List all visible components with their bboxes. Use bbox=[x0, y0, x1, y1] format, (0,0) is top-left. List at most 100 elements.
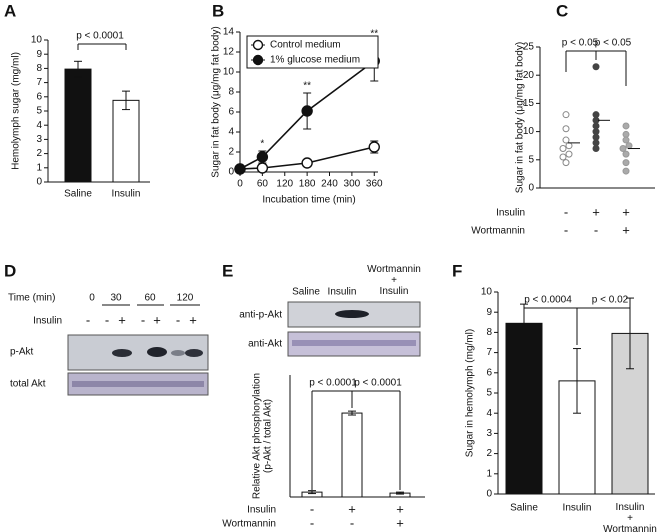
blot-band bbox=[147, 347, 167, 357]
point bbox=[301, 105, 313, 117]
treatment-sign: - bbox=[310, 501, 314, 516]
legend-label: Control medium bbox=[270, 40, 341, 51]
point bbox=[256, 162, 269, 174]
treatment-sign: + bbox=[153, 312, 161, 327]
treatment-label: Insulin bbox=[496, 208, 525, 219]
point bbox=[622, 159, 630, 167]
lane-label: Saline bbox=[292, 287, 320, 298]
legend-label: 1% glucose medium bbox=[270, 55, 360, 66]
y-tick-label: 6 bbox=[486, 367, 492, 378]
y-axis-label: Sugar in fat body (μg/mg fat body) bbox=[515, 42, 526, 193]
lane-label: Insulin bbox=[328, 287, 357, 298]
x-tick-label: Insulin bbox=[112, 189, 141, 200]
treatment-sign: - bbox=[176, 312, 180, 327]
lane-label: Wortmannin + Insulin bbox=[367, 264, 421, 297]
y-tick-label: 0 bbox=[228, 167, 234, 178]
y-tick-label: 2 bbox=[486, 448, 492, 459]
point bbox=[592, 122, 600, 130]
point bbox=[562, 136, 570, 144]
significance: ** bbox=[370, 29, 378, 40]
treatment-sign: + bbox=[396, 501, 404, 516]
point bbox=[368, 141, 380, 153]
point bbox=[565, 150, 573, 158]
legend-box bbox=[246, 35, 379, 69]
point bbox=[592, 139, 600, 147]
treatment-sign: + bbox=[348, 501, 356, 516]
y-tick-label: 8 bbox=[228, 87, 234, 98]
x-tick-label: 360 bbox=[366, 179, 383, 190]
point bbox=[622, 122, 630, 130]
panel-letter: E bbox=[222, 261, 233, 280]
y-tick-label: 0 bbox=[36, 177, 42, 188]
point bbox=[592, 133, 600, 141]
treatment-sign: - bbox=[310, 515, 314, 530]
y-tick-label: 5 bbox=[486, 388, 492, 399]
y-tick-label: 10 bbox=[223, 67, 235, 78]
y-tick-label: 3 bbox=[486, 428, 492, 439]
y-tick-label: 9 bbox=[36, 49, 42, 60]
blot-d-images bbox=[67, 304, 209, 396]
point bbox=[562, 111, 570, 119]
treatment-label: Wortmannin bbox=[471, 226, 525, 237]
annotation: p < 0.05 bbox=[562, 38, 599, 49]
bar bbox=[112, 99, 140, 183]
y-tick-label: 15 bbox=[523, 98, 535, 109]
point bbox=[622, 136, 630, 144]
point bbox=[622, 167, 630, 175]
blot-row-label: anti-p-Akt bbox=[239, 310, 282, 321]
y-tick-label: 10 bbox=[481, 287, 493, 298]
panel-letter: D bbox=[4, 261, 16, 280]
treatment-sign: - bbox=[594, 222, 598, 237]
panel-letter: B bbox=[212, 1, 224, 20]
treatment-sign: - bbox=[141, 312, 145, 327]
y-tick-label: 2 bbox=[228, 147, 234, 158]
point bbox=[619, 145, 627, 153]
y-tick-label: 6 bbox=[228, 107, 234, 118]
panel-letter: A bbox=[4, 1, 16, 20]
y-tick-label: 9 bbox=[486, 307, 492, 318]
x-tick-label: 0 bbox=[237, 179, 243, 190]
treatment-label: Insulin bbox=[247, 505, 276, 516]
treatment-sign: + bbox=[189, 312, 197, 327]
x-tick-label: Insulin bbox=[563, 503, 592, 514]
treatment-sign: - bbox=[105, 312, 109, 327]
y-axis-label: Sugar in hemolymph (mg/ml) bbox=[465, 329, 476, 457]
y-tick-label: 25 bbox=[523, 42, 535, 53]
x-tick-label: Saline bbox=[64, 189, 92, 200]
time-value: 120 bbox=[177, 293, 194, 304]
y-tick-label: 8 bbox=[486, 327, 492, 338]
x-tick-label: 60 bbox=[257, 179, 269, 190]
blot-row-label: anti-Akt bbox=[248, 339, 282, 350]
point bbox=[622, 130, 630, 138]
y-tick-label: 4 bbox=[228, 127, 234, 138]
bar bbox=[341, 412, 363, 498]
bar bbox=[505, 322, 543, 495]
y-tick-label: 14 bbox=[223, 27, 235, 38]
y-tick-label: 0 bbox=[486, 489, 492, 500]
point bbox=[301, 157, 313, 169]
y-tick-label: 5 bbox=[36, 106, 42, 117]
annotation: p < 0.0004 bbox=[524, 295, 572, 306]
y-axis-label: Sugar in fat body (μg/mg fat body) bbox=[211, 26, 222, 177]
blot-band bbox=[292, 340, 416, 346]
treatment-sign: - bbox=[564, 222, 568, 237]
point bbox=[565, 142, 573, 150]
annotation: p < 0.0001 bbox=[309, 378, 357, 389]
point bbox=[562, 159, 570, 167]
x-tick-label: Insulin + Wortmannin bbox=[603, 502, 657, 532]
annotation: p < 0.0001 bbox=[76, 31, 124, 42]
panel-letter: C bbox=[556, 1, 568, 20]
blot-band bbox=[112, 349, 132, 357]
point bbox=[592, 63, 600, 71]
treatment-sign: - bbox=[86, 312, 90, 327]
significance: ** bbox=[303, 81, 311, 92]
point bbox=[234, 163, 246, 175]
point bbox=[592, 145, 600, 153]
x-tick-label: 300 bbox=[344, 179, 361, 190]
bar bbox=[64, 68, 92, 183]
y-tick-label: 8 bbox=[36, 63, 42, 74]
x-tick-label: Saline bbox=[510, 503, 538, 514]
treatment-sign: + bbox=[622, 204, 630, 219]
blot-band bbox=[171, 350, 185, 356]
